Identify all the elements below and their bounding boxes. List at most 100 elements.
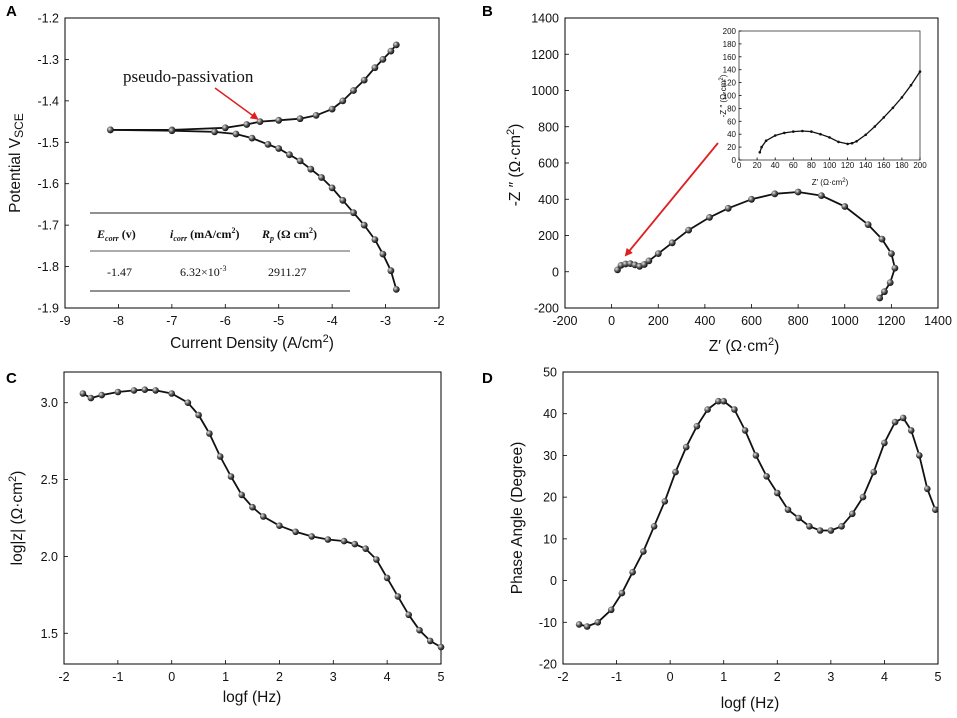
panel-d-xtick-label: -2 xyxy=(557,670,568,684)
panel-b-ytick-label: 800 xyxy=(538,120,559,134)
panel-c: C -2 -1 0 1 2 3 4 5 1.5 2.0 2.5 3.0 logf (Hz) log|z… xyxy=(6,370,445,706)
inset-point xyxy=(828,136,831,139)
panel-c-bode-mag-point xyxy=(308,533,316,540)
panel-d-bode-phase-point xyxy=(731,406,738,413)
table-value-rp: 2911.27 xyxy=(268,265,307,279)
panel-d-bode-phase-point xyxy=(752,452,760,459)
panel-c-bode-mag-point xyxy=(351,540,359,548)
inset-point xyxy=(891,106,895,110)
inset-ytick-label: 60 xyxy=(727,117,736,126)
panel-b-xtick-label: -200 xyxy=(552,314,577,328)
panel-c-bode-mag-point xyxy=(416,626,423,634)
inset-xtick-label: 60 xyxy=(789,161,798,170)
panel-d-bode-phase-point xyxy=(827,527,835,534)
panel-a-cathodic-point xyxy=(360,221,368,229)
panel-d-bode-phase-line xyxy=(578,400,937,628)
panel-a-cathodic-point xyxy=(307,165,315,173)
panel-d-label: D xyxy=(482,370,493,387)
panel-a-ytick-label: -1.4 xyxy=(37,94,59,108)
panel-d-bode-phase-point xyxy=(629,568,636,576)
panel-c-xtick-label: -2 xyxy=(58,670,69,684)
panel-b-nyquist-line xyxy=(616,191,896,299)
panel-a-cathodic-point xyxy=(318,174,325,181)
panel-c-bode-mag-point xyxy=(114,388,122,396)
panel-d-xlabel: logf (Hz) xyxy=(721,695,780,712)
panel-b-xtick-label: 1400 xyxy=(924,314,952,328)
panel-c-ylabel: log|z| (Ω·cm2) xyxy=(7,471,26,566)
panel-a-anodic-point xyxy=(379,56,387,63)
panel-a-anodic-point xyxy=(256,118,264,125)
panel-b-nyquist-point xyxy=(640,261,648,268)
panel-a-plot xyxy=(107,41,400,293)
panel-a-ytick-label: -1.3 xyxy=(37,53,59,67)
panel-d-bode-phase-point xyxy=(693,422,701,430)
inset-point xyxy=(792,130,795,133)
panel-c-bode-mag-point xyxy=(130,387,138,394)
panel-a-anodic-point xyxy=(296,115,304,123)
panel-c-bode-mag-point xyxy=(324,536,332,543)
panel-b-xtick-label: 0 xyxy=(608,314,615,328)
panel-b-xlabel: Z′ (Ω·cm2) xyxy=(709,336,780,355)
panel-d-bode-phase-point xyxy=(618,589,626,597)
panel-b-nyquist-point xyxy=(685,226,692,234)
panel-b-ytick-label: 200 xyxy=(538,229,559,243)
panel-a-xtick-label: -3 xyxy=(380,314,391,328)
panel-c-ytick-label: 2.0 xyxy=(41,550,58,564)
panel-c-bode-mag-point xyxy=(87,394,95,402)
panel-b-xtick-label: 800 xyxy=(788,314,809,328)
panel-a-cathodic-point xyxy=(264,141,272,148)
panel-c-xtick-label: 0 xyxy=(168,670,175,684)
panel-c-bode-mag-point xyxy=(216,453,224,460)
panel-a-ylabel: Potential VSCE xyxy=(7,113,26,213)
panel-c-bode-mag-point xyxy=(238,491,245,499)
panel-d-bode-phase-point xyxy=(916,452,923,459)
panel-b-nyquist-point xyxy=(794,188,802,196)
panel-d-bode-phase-point xyxy=(594,619,602,626)
panel-d-xtick-label: 3 xyxy=(827,670,834,684)
panel-b-plot xyxy=(614,188,899,302)
inset-point xyxy=(783,131,786,135)
inset-point xyxy=(758,151,762,154)
panel-d-bode-phase-point xyxy=(650,523,658,530)
panel-d-bode-phase-point xyxy=(795,514,802,522)
panel-d-bode-phase-point xyxy=(891,418,899,426)
panel-d-bode-phase-point xyxy=(741,427,749,434)
inset-ytick-label: 140 xyxy=(723,66,737,75)
panel-d-bode-phase-point xyxy=(672,468,679,476)
inset-xtick-label: 120 xyxy=(841,161,855,170)
panel-b-nyquist-point xyxy=(706,214,713,221)
panel-b-xtick-label: 400 xyxy=(694,314,715,328)
panel-d-bode-phase-point xyxy=(720,397,727,405)
panel-a-label: A xyxy=(6,3,17,20)
panel-d-xtick-label: 0 xyxy=(667,670,674,684)
panel-d-ytick-label: 30 xyxy=(543,449,557,463)
panel-d-bode-phase-point xyxy=(881,439,888,447)
panel-a-ytick-label: -1.6 xyxy=(37,177,59,191)
panel-d-xtick-label: 5 xyxy=(935,670,942,684)
panel-b-xtick-label: 1200 xyxy=(877,314,905,328)
panel-a-cathodic-point xyxy=(296,157,304,165)
panel-c-xtick-label: 2 xyxy=(276,670,283,684)
panel-c-ytick-label: 1.5 xyxy=(41,627,58,641)
panel-a-anodic-line xyxy=(110,44,397,131)
panel-b-nyquist-point xyxy=(888,250,895,257)
panel-b-label: B xyxy=(482,3,493,20)
panel-d-frame xyxy=(562,371,939,665)
panel-c-bode-mag-point xyxy=(227,473,235,480)
panel-b-xtick-label: 600 xyxy=(741,314,762,328)
panel-b-ytick-label: 1000 xyxy=(531,84,559,98)
nyquist-zoom-arrow xyxy=(624,142,719,257)
panel-d-bode-phase-point xyxy=(907,427,915,434)
panel-a-xtick-label: -8 xyxy=(113,314,124,328)
panel-b-ytick-label: 600 xyxy=(538,157,559,171)
table-value-ecorr: -1.47 xyxy=(107,265,132,279)
panel-b: B -200 0 200 400 600 800 1000 1200 1400-20002004… xyxy=(482,3,952,355)
panel-c-bode-mag-point xyxy=(276,522,283,529)
panel-a-anodic-point xyxy=(221,124,229,132)
panel-d-bode-phase-point xyxy=(607,606,615,614)
panel-a-axes: -9 -8 -7 -6 -5 -4 -3 -2 -1.9 -1.8 -1.7 -1.6 -1.5 -1.4… xyxy=(37,12,444,329)
panel-a-cathodic-point xyxy=(232,130,240,138)
